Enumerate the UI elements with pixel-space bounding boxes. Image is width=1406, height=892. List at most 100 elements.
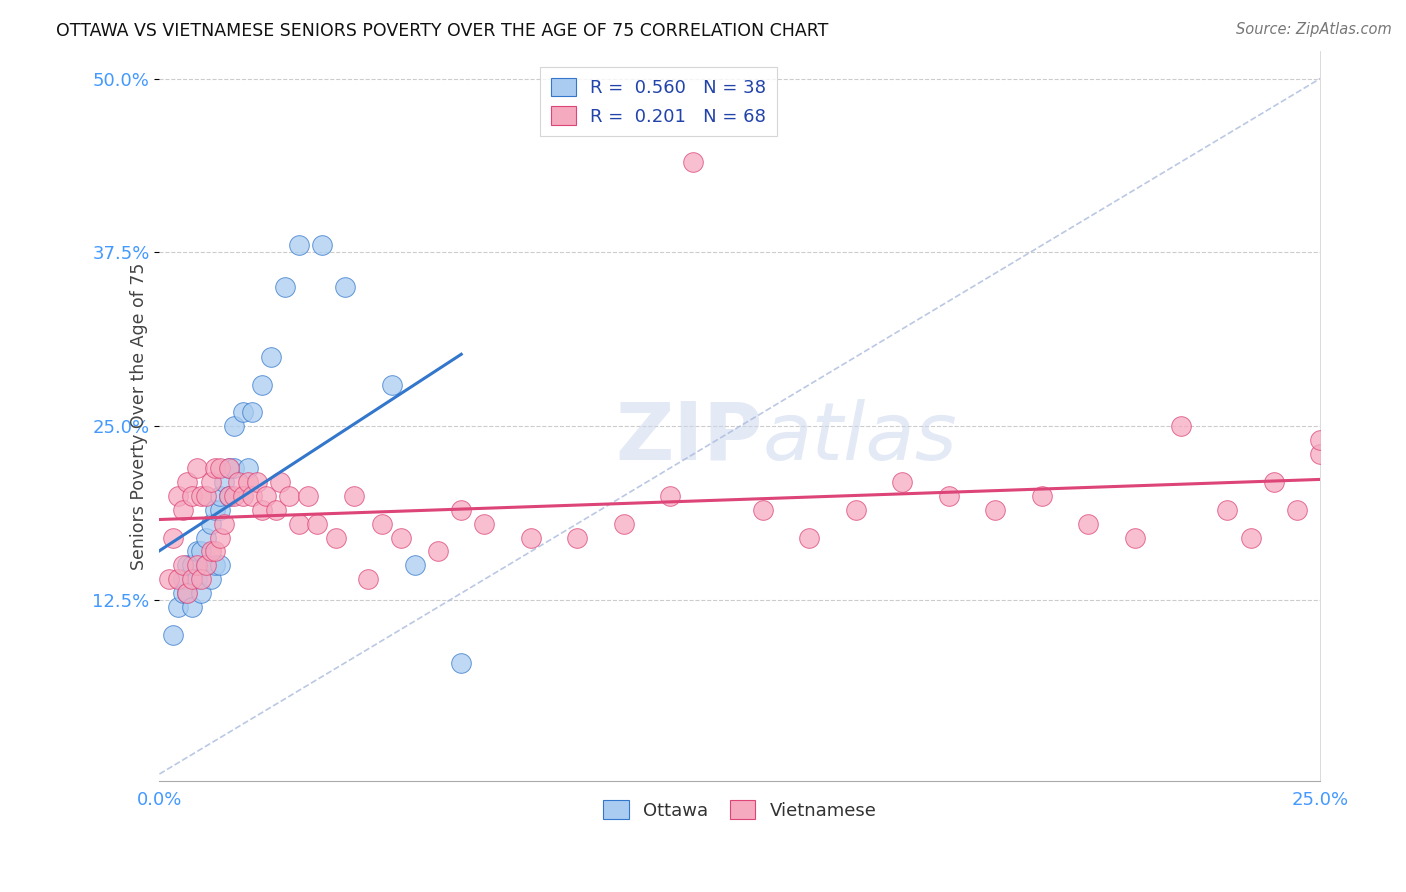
Point xyxy=(222,461,245,475)
Point xyxy=(204,544,226,558)
Point xyxy=(176,586,198,600)
Point xyxy=(176,586,198,600)
Text: atlas: atlas xyxy=(763,399,957,476)
Point xyxy=(381,377,404,392)
Point xyxy=(1309,433,1331,447)
Point xyxy=(845,502,868,516)
Point xyxy=(260,350,283,364)
Point xyxy=(172,502,194,516)
Point xyxy=(297,489,319,503)
Point xyxy=(208,531,231,545)
Point xyxy=(682,155,704,169)
Point xyxy=(200,516,222,531)
Point xyxy=(194,558,217,573)
Point xyxy=(891,475,914,489)
Point xyxy=(186,544,208,558)
Point xyxy=(404,558,426,573)
Point xyxy=(194,531,217,545)
Point xyxy=(208,461,231,475)
Point xyxy=(157,572,180,586)
Point xyxy=(218,461,240,475)
Point xyxy=(228,475,250,489)
Point xyxy=(799,531,821,545)
Point xyxy=(200,475,222,489)
Point xyxy=(181,558,204,573)
Point xyxy=(567,531,589,545)
Point xyxy=(162,628,184,642)
Point xyxy=(186,558,208,573)
Point xyxy=(938,489,960,503)
Point xyxy=(357,572,380,586)
Point xyxy=(204,461,226,475)
Point xyxy=(172,586,194,600)
Point xyxy=(752,502,775,516)
Point xyxy=(186,461,208,475)
Point xyxy=(218,489,240,503)
Point xyxy=(232,405,254,419)
Point xyxy=(236,475,259,489)
Point xyxy=(1263,475,1285,489)
Point xyxy=(474,516,496,531)
Point xyxy=(208,558,231,573)
Point xyxy=(287,238,309,252)
Point xyxy=(208,489,231,503)
Point xyxy=(204,502,226,516)
Point xyxy=(190,489,212,503)
Point xyxy=(167,572,190,586)
Point xyxy=(176,475,198,489)
Point xyxy=(208,502,231,516)
Point xyxy=(427,544,450,558)
Text: Source: ZipAtlas.com: Source: ZipAtlas.com xyxy=(1236,22,1392,37)
Text: OTTAWA VS VIETNAMESE SENIORS POVERTY OVER THE AGE OF 75 CORRELATION CHART: OTTAWA VS VIETNAMESE SENIORS POVERTY OVE… xyxy=(56,22,828,40)
Point xyxy=(450,656,472,670)
Point xyxy=(218,461,240,475)
Point xyxy=(222,419,245,434)
Point xyxy=(450,502,472,516)
Point xyxy=(194,489,217,503)
Point xyxy=(307,516,329,531)
Point xyxy=(1216,502,1239,516)
Point xyxy=(240,489,263,503)
Point xyxy=(204,558,226,573)
Point xyxy=(200,544,222,558)
Point xyxy=(181,600,204,615)
Point xyxy=(1170,419,1192,434)
Point xyxy=(389,531,412,545)
Point xyxy=(274,280,297,294)
Point xyxy=(659,489,682,503)
Point xyxy=(1309,447,1331,461)
Point xyxy=(520,531,543,545)
Point xyxy=(1077,516,1099,531)
Point xyxy=(190,586,212,600)
Point xyxy=(218,489,240,503)
Text: ZIP: ZIP xyxy=(616,399,763,476)
Point xyxy=(371,516,394,531)
Point xyxy=(1239,531,1261,545)
Legend: Ottawa, Vietnamese: Ottawa, Vietnamese xyxy=(596,793,883,827)
Point xyxy=(287,516,309,531)
Point xyxy=(613,516,636,531)
Point xyxy=(333,280,356,294)
Point xyxy=(162,531,184,545)
Point xyxy=(172,572,194,586)
Point xyxy=(1286,502,1309,516)
Point xyxy=(240,405,263,419)
Point xyxy=(343,489,366,503)
Point xyxy=(325,531,347,545)
Point xyxy=(186,572,208,586)
Point xyxy=(190,572,212,586)
Point xyxy=(214,516,236,531)
Point xyxy=(236,461,259,475)
Point xyxy=(172,558,194,573)
Point xyxy=(250,502,273,516)
Point xyxy=(250,377,273,392)
Point xyxy=(264,502,287,516)
Point xyxy=(1123,531,1146,545)
Point xyxy=(181,489,204,503)
Point xyxy=(167,600,190,615)
Point xyxy=(214,475,236,489)
Point xyxy=(200,572,222,586)
Point xyxy=(246,475,269,489)
Point xyxy=(190,544,212,558)
Point xyxy=(254,489,277,503)
